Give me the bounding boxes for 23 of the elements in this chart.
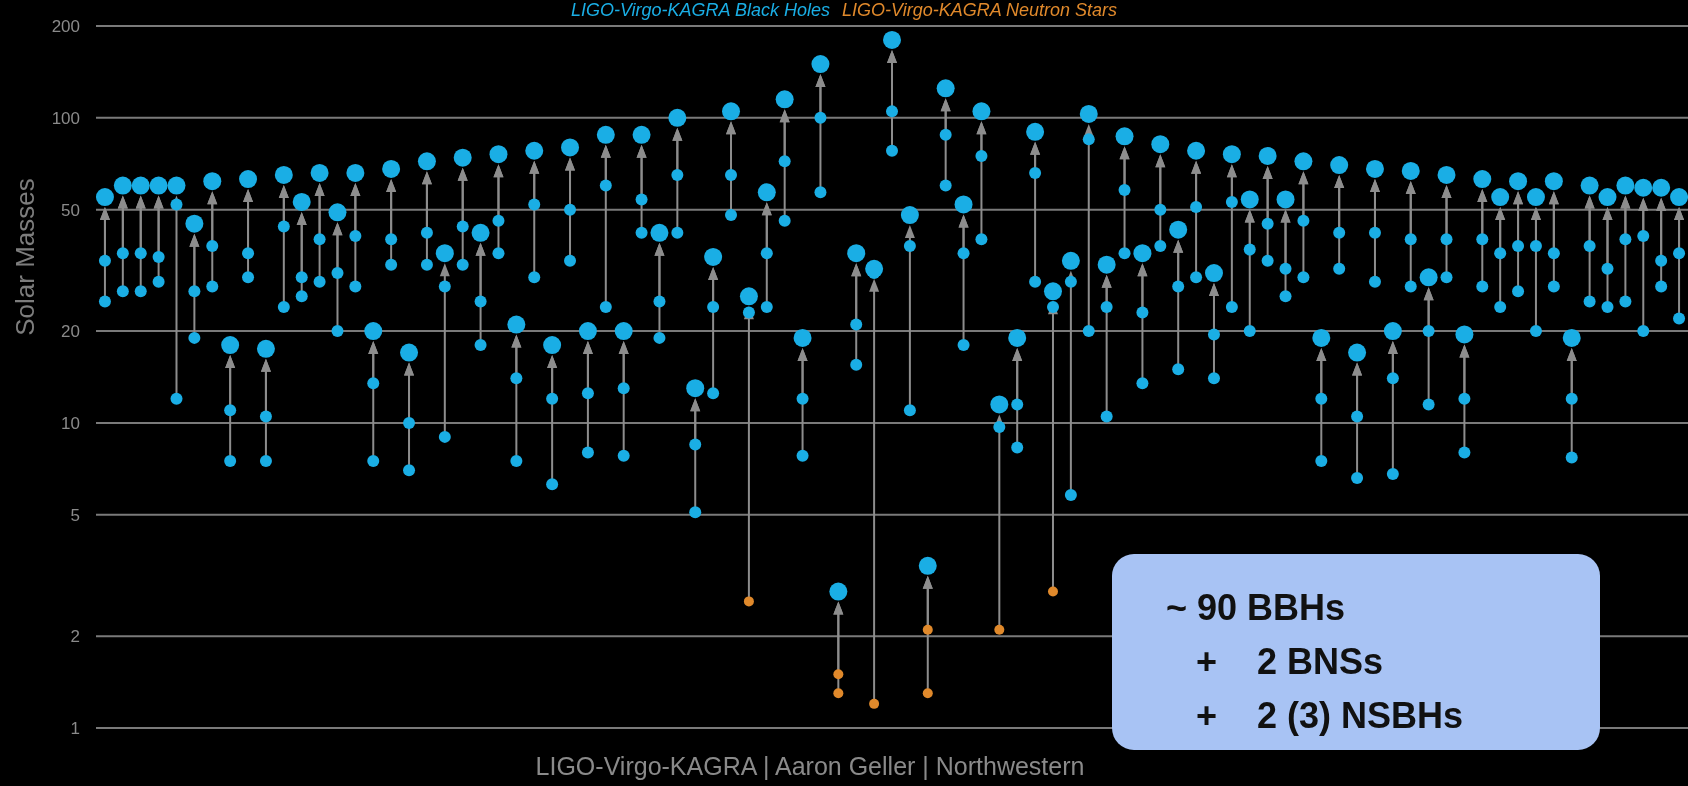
y-axis-title: Solar Masses <box>10 178 40 336</box>
y-tick-label: 5 <box>70 505 80 525</box>
y-tick-label: 1 <box>70 718 80 738</box>
point <box>922 624 933 635</box>
point <box>1047 586 1058 597</box>
point <box>743 596 754 607</box>
text: LIGO-Virgo-KAGRA Black Holes <box>570 0 830 20</box>
point <box>833 669 844 680</box>
text: LIGO-Virgo-KAGRA Neutron Stars <box>841 0 1118 20</box>
annotation: + 2 BNSs <box>1196 641 1384 682</box>
y-tick-label: 200 <box>51 16 80 36</box>
y-tick-label: 20 <box>61 322 80 342</box>
y-tick-label: 50 <box>61 200 80 220</box>
point <box>994 624 1005 635</box>
point <box>833 688 844 699</box>
annotation: + 2 (3) NSBHs <box>1196 695 1464 736</box>
text: LIGO-Virgo-KAGRA | Aaron Geller | Northwestern <box>535 752 1085 780</box>
y-tick-label: 2 <box>70 627 80 647</box>
point <box>869 698 880 709</box>
point <box>922 688 933 699</box>
annotation: ~ 90 BBHs <box>1166 587 1346 628</box>
y-tick-label: 100 <box>51 108 80 128</box>
y-tick-label: 10 <box>61 413 80 433</box>
